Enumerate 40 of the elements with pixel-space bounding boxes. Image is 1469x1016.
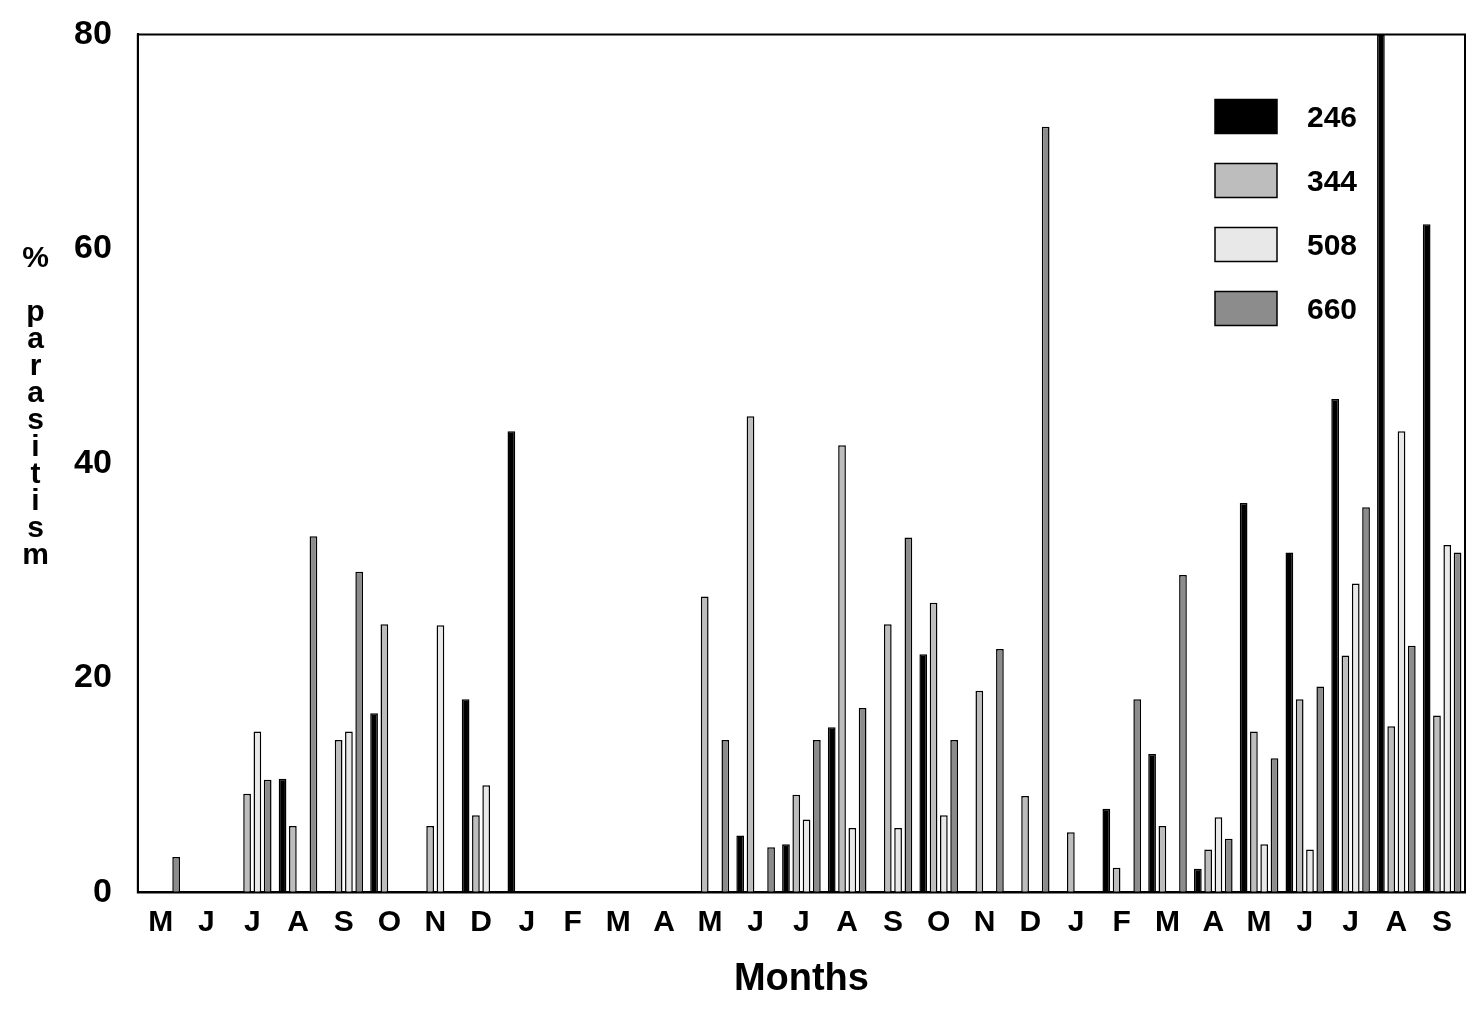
legend-label: 660 bbox=[1307, 291, 1358, 325]
y-tick-label: 40 bbox=[73, 441, 112, 480]
x-tick-label: A bbox=[836, 903, 859, 937]
x-tick-label: N bbox=[973, 903, 996, 937]
x-tick-label: J bbox=[793, 903, 810, 937]
x-tick-label: N bbox=[424, 903, 447, 937]
x-tick-label: A bbox=[1202, 903, 1225, 937]
x-tick-label: M bbox=[605, 903, 631, 937]
x-tick-label: A bbox=[653, 903, 675, 937]
y-tick-label: 20 bbox=[73, 656, 112, 695]
x-tick-label: S bbox=[1432, 903, 1453, 937]
x-tick-label: J bbox=[1342, 903, 1359, 937]
y-tick-label: 80 bbox=[73, 12, 112, 51]
x-tick-label: O bbox=[927, 903, 951, 937]
x-tick-label: S bbox=[882, 903, 903, 937]
x-tick-label: D bbox=[470, 903, 492, 937]
x-tick-label: J bbox=[243, 903, 261, 937]
x-axis-title: Months bbox=[733, 955, 869, 998]
x-tick-label: M bbox=[1246, 903, 1272, 937]
x-tick-label: M bbox=[697, 903, 723, 937]
y-tick-label: 0 bbox=[92, 870, 112, 909]
x-tick-label: J bbox=[747, 903, 764, 937]
x-tick-label: J bbox=[198, 903, 215, 937]
x-tick-label: M bbox=[148, 903, 174, 937]
legend-label: 344 bbox=[1307, 163, 1358, 197]
x-tick-label: F bbox=[563, 903, 582, 937]
x-tick-label: J bbox=[1067, 903, 1085, 937]
x-tick-label: A bbox=[1385, 903, 1408, 937]
x-tick-label: D bbox=[1019, 903, 1042, 937]
x-tick-label: J bbox=[518, 903, 536, 937]
x-tick-label: J bbox=[1296, 903, 1314, 937]
y-axis-title: % parasitism bbox=[18, 240, 52, 564]
x-tick-label: S bbox=[333, 903, 354, 937]
x-tick-label: A bbox=[287, 903, 309, 937]
legend-label: 246 bbox=[1307, 99, 1358, 133]
x-tick-label: M bbox=[1155, 903, 1181, 937]
legend-label: 508 bbox=[1307, 227, 1358, 261]
x-tick-label: F bbox=[1112, 903, 1131, 937]
y-tick-label: 60 bbox=[73, 227, 112, 266]
x-tick-label: O bbox=[377, 903, 402, 937]
